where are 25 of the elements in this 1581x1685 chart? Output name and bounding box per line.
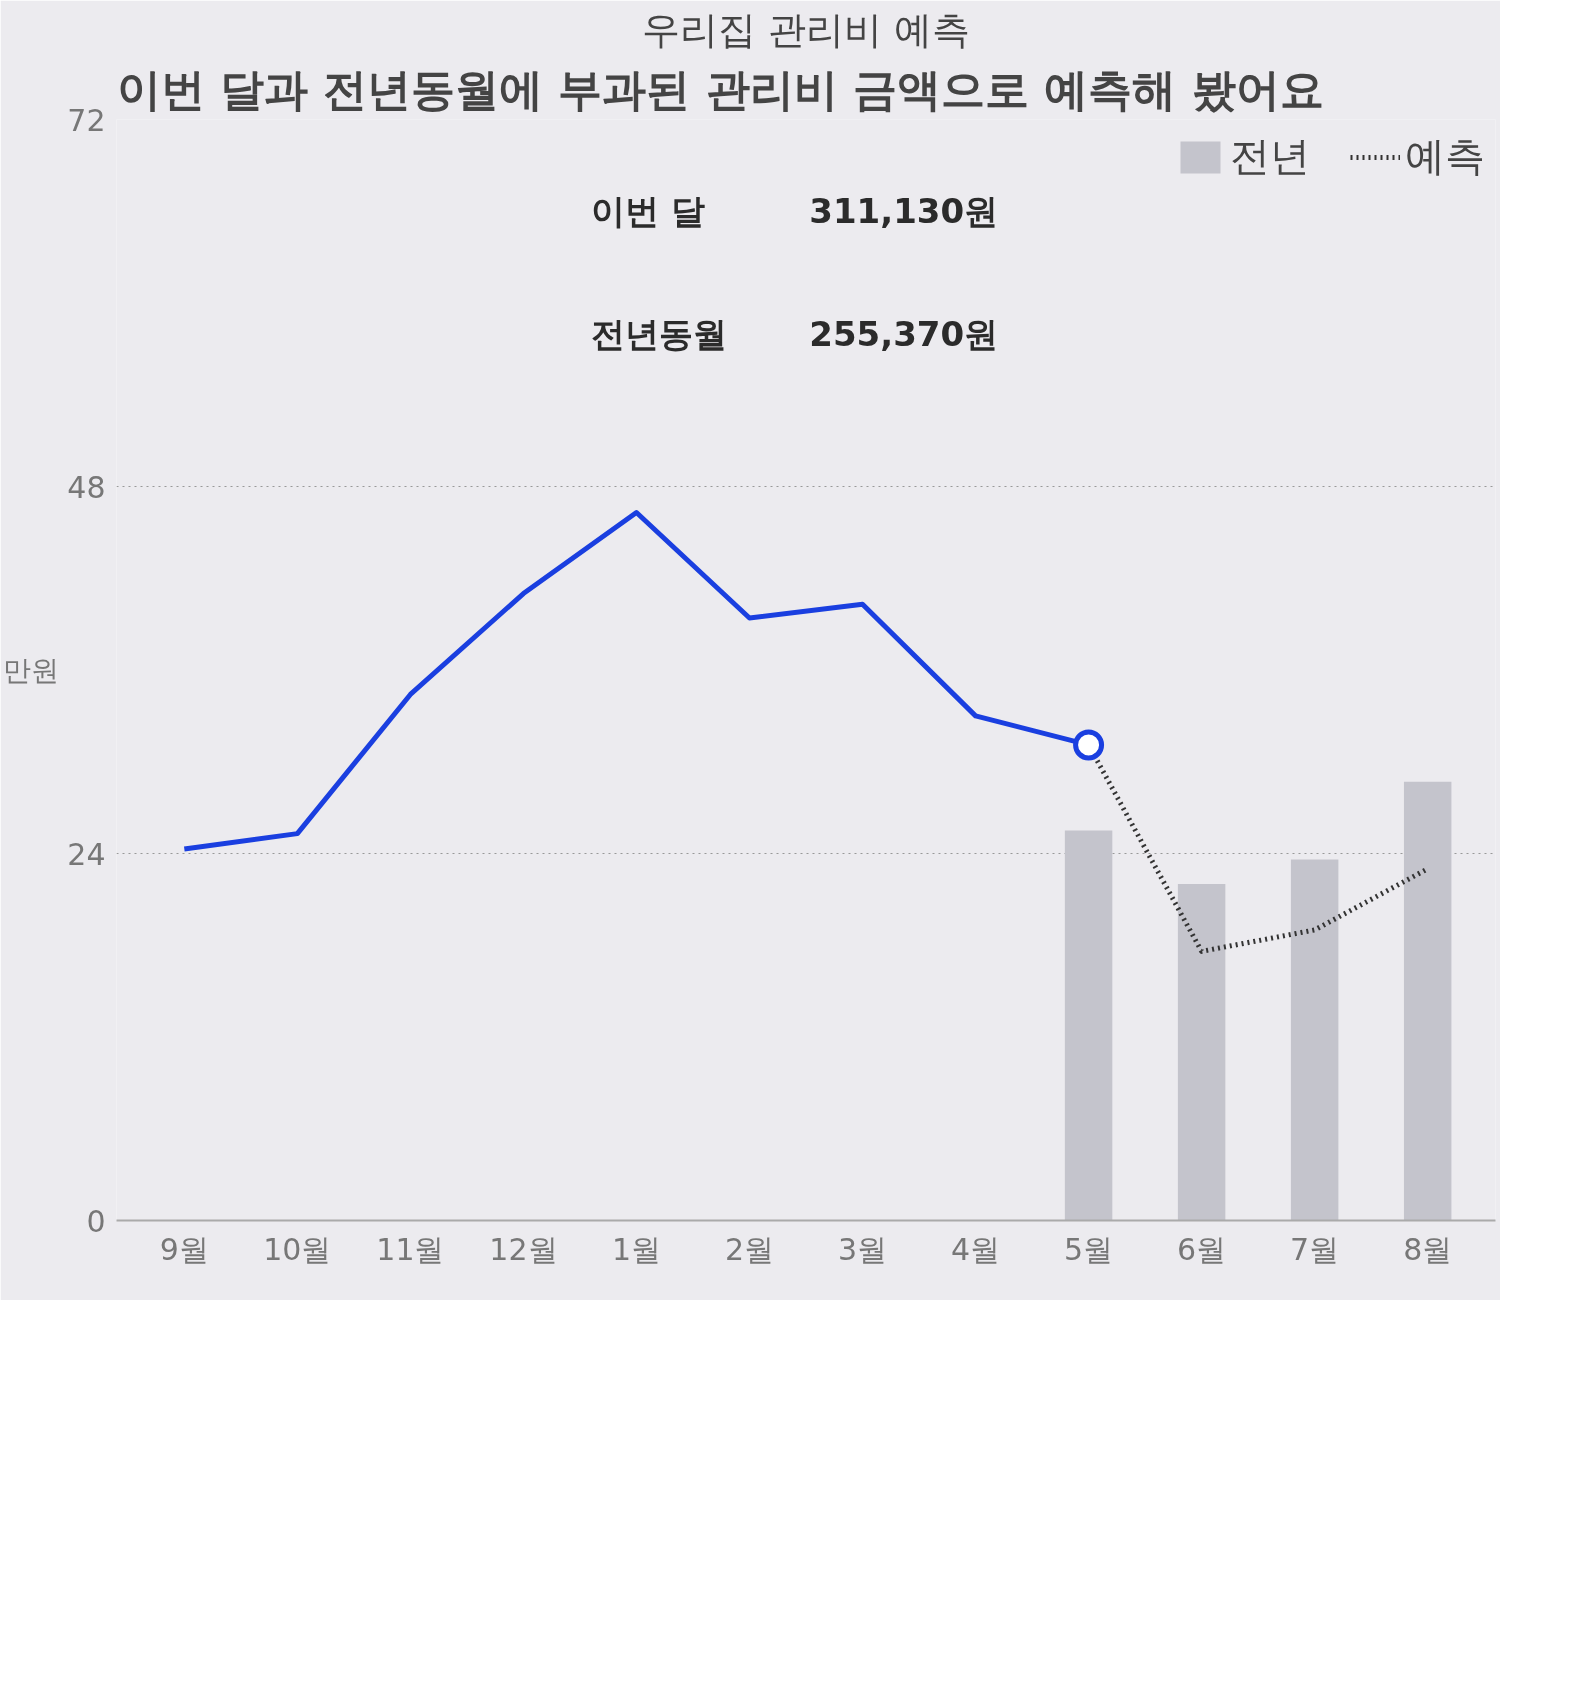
y-tick-label: 72 <box>67 102 106 138</box>
annotation: 전년동월 <box>591 313 728 354</box>
x-tick-label: 8월 <box>1403 1231 1453 1267</box>
x-tick-label: 2월 <box>724 1231 775 1267</box>
x-tick-label: 11월 <box>376 1231 445 1267</box>
y-tick-label: 0 <box>86 1203 106 1239</box>
x-tick-label: 6월 <box>1177 1231 1227 1267</box>
chart-title: 우리집 관리비 예측 <box>641 7 971 52</box>
x-tick-label: 1월 <box>611 1231 661 1267</box>
x-tick-label: 7월 <box>1290 1231 1340 1267</box>
x-tick-label: 12월 <box>489 1231 558 1267</box>
chart-subtitle: 이번 달과 전년동월에 부과된 관리비 금액으로 예측해 봤어요 <box>116 63 1324 115</box>
x-tick-label: 5월 <box>1064 1231 1114 1267</box>
y-tick-label: 24 <box>67 836 106 872</box>
annotation: 255,370원 <box>809 313 999 354</box>
x-tick-label: 3월 <box>837 1231 888 1267</box>
legend-label: 전년 <box>1230 132 1310 181</box>
x-tick-label: 4월 <box>951 1231 1001 1267</box>
annotation: 311,130원 <box>809 191 999 232</box>
x-tick-label: 9월 <box>159 1231 209 1267</box>
legend-label: 예측 <box>1405 132 1485 181</box>
x-tick-label: 10월 <box>263 1231 332 1267</box>
annotation: 이번 달 <box>591 191 706 232</box>
y-tick-label: 48 <box>67 469 106 505</box>
y-axis-title: 만원 <box>3 653 60 687</box>
